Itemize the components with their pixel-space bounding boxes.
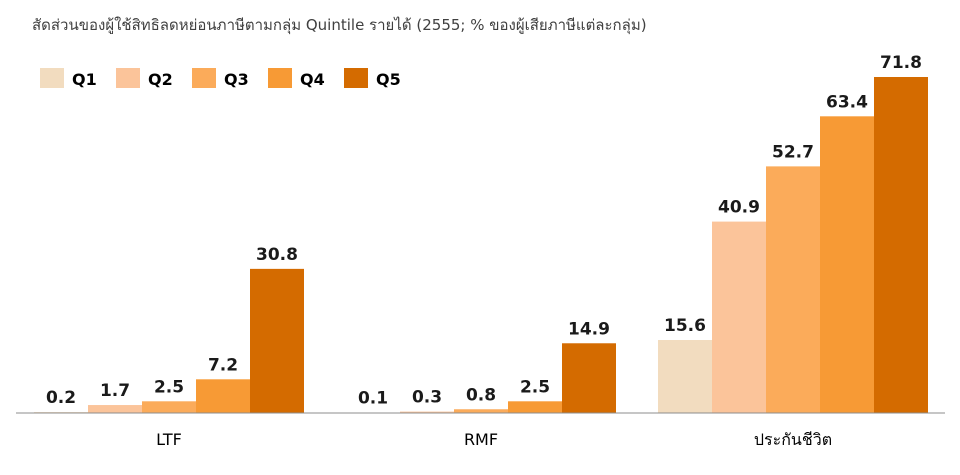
legend-swatch-q3 [192,68,216,88]
category-label-2: ประกันชีวิต [754,430,832,449]
bar-q4-0 [196,379,250,413]
data-label-q4-1: 2.5 [520,377,550,397]
data-label-q5-2: 71.8 [880,53,922,73]
data-label-q1-2: 15.6 [664,316,706,336]
legend-label-q2: Q2 [148,70,173,89]
data-label-q5-1: 14.9 [568,319,610,339]
legend: Q1 Q2 Q3 Q4 Q5 [40,68,401,89]
chart-title: สัดส่วนของผู้ใช้สิทธิลดหย่อนภาษีตามกลุ่ม… [32,16,647,35]
bar-q2-2 [712,222,766,413]
legend-swatch-q5 [344,68,368,88]
data-label-q1-0: 0.2 [46,388,76,408]
data-label-q2-2: 40.9 [718,198,760,218]
bar-q4-1 [508,401,562,413]
category-labels-group: LTF RMF ประกันชีวิต [156,430,832,449]
bar-q3-0 [142,401,196,413]
data-label-q3-2: 52.7 [772,142,814,162]
bars-group [34,77,928,413]
legend-label-q3: Q3 [224,70,249,89]
legend-label-q5: Q5 [376,70,401,89]
data-label-q3-1: 0.8 [466,385,496,405]
legend-swatch-q2 [116,68,140,88]
data-label-q5-0: 30.8 [256,245,298,265]
bar-q3-1 [454,409,508,413]
bar-q1-2 [658,340,712,413]
data-label-q4-2: 63.4 [826,92,868,112]
legend-swatch-q4 [268,68,292,88]
bar-q5-0 [250,269,304,413]
legend-swatch-q1 [40,68,64,88]
data-label-q2-0: 1.7 [100,381,130,401]
data-label-q4-0: 7.2 [208,355,238,375]
category-label-0: LTF [156,430,182,449]
legend-label-q4: Q4 [300,70,325,89]
bar-q2-0 [88,405,142,413]
bar-q3-2 [766,166,820,413]
data-label-q3-0: 2.5 [154,377,184,397]
category-label-1: RMF [464,430,498,449]
data-label-q2-1: 0.3 [412,388,442,408]
legend-label-q1: Q1 [72,70,97,89]
data-label-q1-1: 0.1 [358,389,388,409]
bar-q5-2 [874,77,928,413]
bar-q4-2 [820,116,874,413]
bar-q5-1 [562,343,616,413]
